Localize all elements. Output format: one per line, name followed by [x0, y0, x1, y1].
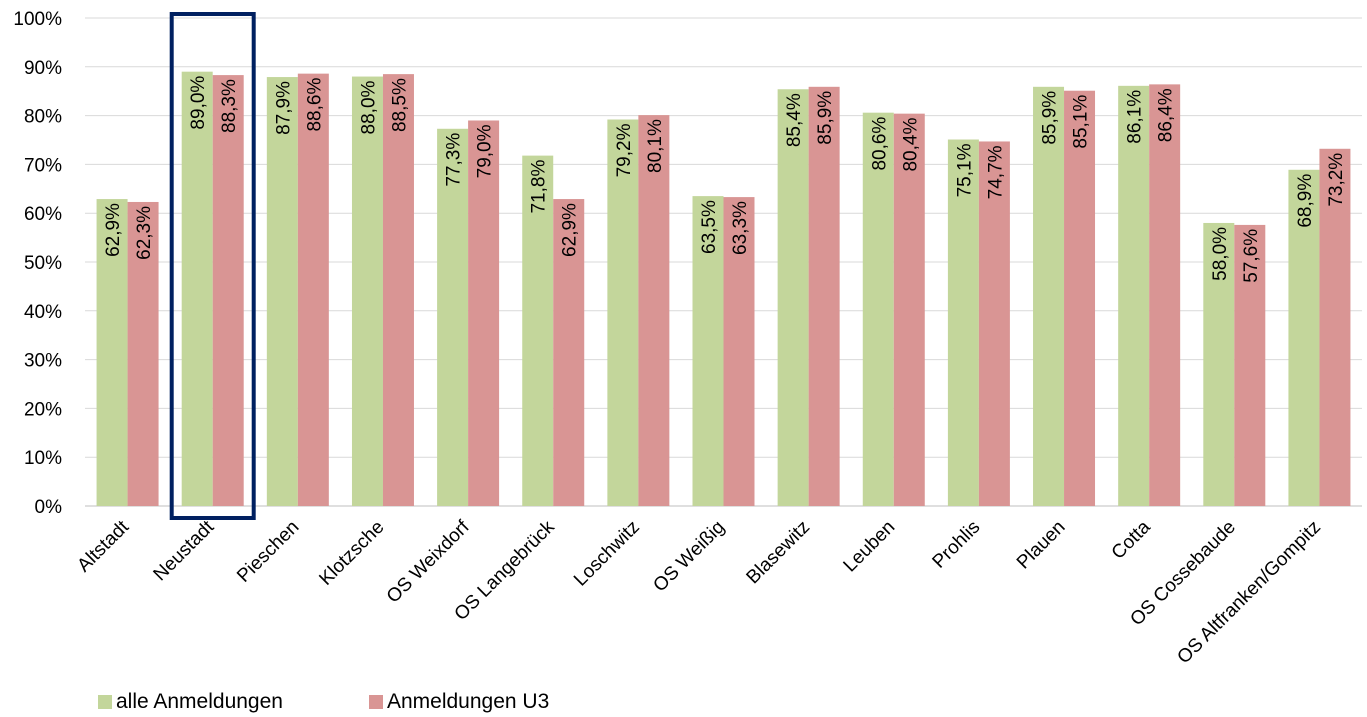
data-label: 62,9% — [560, 203, 581, 257]
x-tick-label: Neustadt — [150, 516, 219, 585]
y-tick-label: 20% — [24, 399, 62, 420]
bar — [181, 71, 213, 507]
data-label: 68,9% — [1295, 174, 1316, 228]
bar — [297, 73, 329, 506]
x-tick-label: OS Weixdorf — [383, 516, 474, 607]
bar — [862, 112, 894, 506]
data-label: 86,4% — [1156, 88, 1177, 142]
y-tick-label: 30% — [24, 351, 62, 372]
x-tick-label: Leuben — [840, 517, 900, 577]
data-label: 80,4% — [900, 118, 921, 172]
legend-swatch-alle-anmeldungen — [98, 695, 112, 709]
data-label: 85,9% — [1040, 91, 1061, 145]
x-tick-label: Klotzsche — [315, 517, 388, 590]
bar — [96, 199, 128, 506]
bar — [382, 74, 414, 507]
bar — [777, 89, 809, 507]
data-label: 88,6% — [304, 78, 325, 132]
bar — [468, 120, 500, 506]
bar — [1288, 169, 1320, 506]
data-label: 74,7% — [985, 145, 1006, 199]
bar — [266, 77, 298, 506]
data-label: 75,1% — [954, 143, 975, 197]
bar — [553, 199, 585, 506]
y-tick-label: 80% — [24, 107, 62, 128]
bar — [212, 75, 244, 506]
legend: alle Anmeldungen Anmeldungen U3 — [98, 690, 635, 714]
bar — [1234, 224, 1266, 507]
bar — [947, 139, 979, 506]
data-label: 88,5% — [389, 78, 410, 132]
data-label: 58,0% — [1210, 227, 1231, 281]
data-label: 80,1% — [645, 119, 666, 173]
y-tick-label: 10% — [24, 448, 62, 469]
data-label: 88,0% — [358, 80, 379, 134]
x-tick-label: Plauen — [1013, 517, 1070, 574]
bar — [127, 201, 159, 506]
data-label: 79,0% — [475, 124, 496, 178]
data-label: 88,3% — [219, 79, 240, 133]
legend-item-alle-anmeldungen: alle Anmeldungen — [98, 690, 283, 714]
y-tick-label: 60% — [24, 204, 62, 225]
data-label: 85,4% — [784, 93, 805, 147]
bar — [1064, 90, 1096, 506]
x-tick-label: Prohlis — [929, 517, 985, 573]
bar — [437, 128, 469, 506]
data-label: 63,3% — [730, 201, 751, 255]
data-label: 57,6% — [1241, 229, 1262, 283]
legend-label-anmeldungen-u3: Anmeldungen U3 — [386, 690, 550, 713]
bar — [1118, 85, 1150, 506]
y-tick-label: 90% — [24, 58, 62, 79]
legend-label-alle-anmeldungen: alle Anmeldungen — [116, 690, 283, 713]
bar — [1319, 148, 1351, 506]
data-label: 71,8% — [529, 160, 550, 214]
bar — [808, 86, 840, 507]
bar — [692, 196, 724, 506]
bar — [351, 76, 383, 506]
x-tick-label: Altstadt — [73, 516, 133, 576]
y-tick-label: 0% — [35, 497, 63, 518]
data-label: 80,6% — [869, 117, 890, 171]
bar — [1149, 84, 1181, 507]
bar — [607, 119, 639, 506]
bar — [522, 155, 554, 506]
data-label: 87,9% — [273, 81, 294, 135]
data-label: 62,3% — [134, 206, 155, 260]
data-label: 62,9% — [103, 203, 124, 257]
data-label: 89,0% — [188, 76, 209, 130]
x-tick-label: OS Weißig — [649, 517, 729, 597]
x-tick-label: OS Altfranken/Gompitz — [1173, 517, 1324, 668]
data-label: 79,2% — [614, 123, 635, 177]
legend-swatch-anmeldungen-u3 — [368, 695, 383, 709]
data-label: 85,9% — [815, 91, 836, 145]
y-tick-label: 70% — [24, 155, 62, 176]
y-tick-label: 40% — [24, 302, 62, 323]
legend-item-anmeldungen-u3: Anmeldungen U3 — [368, 690, 550, 714]
x-tick-label: Loschwitz — [570, 517, 644, 591]
data-label: 73,2% — [1326, 153, 1347, 207]
x-tick-label: Blasewitz — [743, 517, 815, 589]
x-tick-label: Cotta — [1108, 516, 1155, 563]
data-label: 86,1% — [1125, 90, 1146, 144]
y-tick-label: 50% — [24, 253, 62, 274]
x-tick-label: Pieschen — [233, 517, 303, 587]
data-label: 63,5% — [699, 200, 720, 254]
bar — [1203, 222, 1235, 506]
bar — [893, 113, 925, 506]
bar — [723, 197, 755, 506]
highlight-box — [169, 12, 256, 520]
y-tick-label: 100% — [13, 9, 62, 30]
bar — [638, 115, 670, 506]
data-label: 85,1% — [1071, 95, 1092, 149]
bar — [1033, 86, 1065, 507]
data-label: 77,3% — [444, 133, 465, 187]
bar — [978, 141, 1010, 507]
